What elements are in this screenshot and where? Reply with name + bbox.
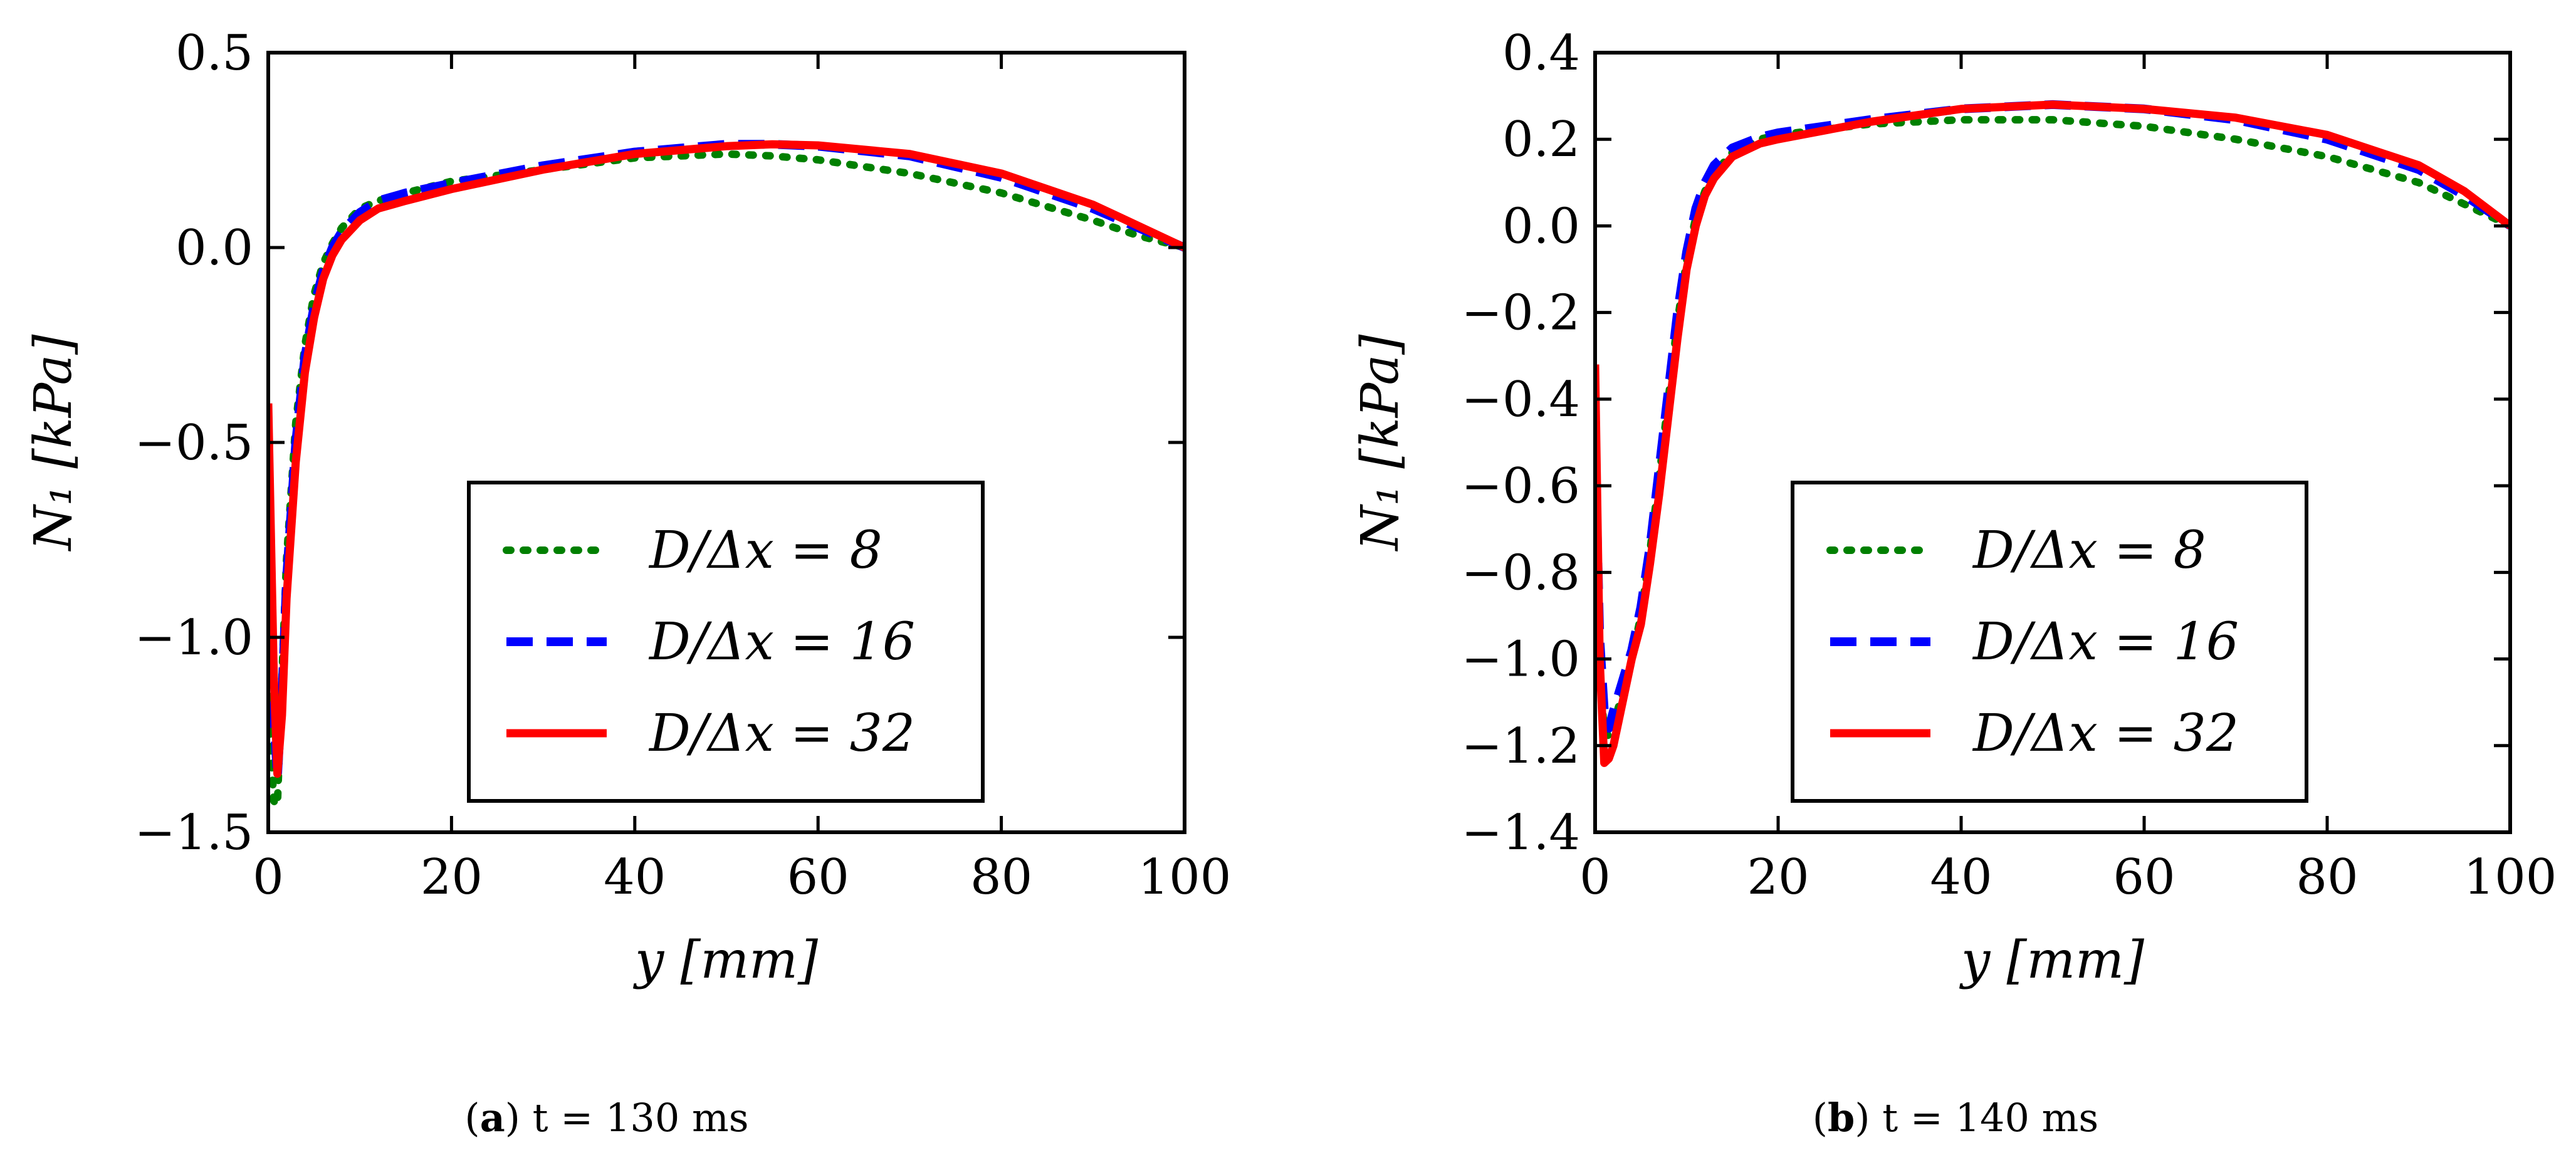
x-tick-label: 100 <box>2464 849 2557 906</box>
x-tick-label: 20 <box>421 849 483 906</box>
y-axis-label: N₁ [kPa] <box>1351 334 1410 552</box>
x-axis-label: y [mm] <box>632 931 819 990</box>
legend-label-1: D/Δx = 16 <box>648 612 915 672</box>
plot-frame <box>1593 51 2512 834</box>
x-tick-label: 0 <box>253 849 284 906</box>
y-tick-label: −1.5 <box>135 805 253 861</box>
caption: (a) t = 130 ms <box>464 1095 748 1141</box>
y-tick-label: 0.2 <box>1502 112 1580 168</box>
x-axis-label: y [mm] <box>1959 931 2145 990</box>
y-tick-label: 0.0 <box>175 220 253 276</box>
y-tick-label: −1.0 <box>1462 632 1580 688</box>
series-line-2 <box>268 140 1185 778</box>
y-tick-label: 0.5 <box>175 25 253 81</box>
caption-letter: b <box>1828 1095 1855 1141</box>
caption: (b) t = 140 ms <box>1813 1095 2098 1141</box>
y-tick-label: −0.6 <box>1462 458 1580 515</box>
y-tick-label: −0.2 <box>1462 285 1580 342</box>
x-tick-label: 60 <box>2113 849 2175 906</box>
x-tick-label: 0 <box>1579 849 1611 906</box>
y-tick-label: 0.4 <box>1502 25 1580 81</box>
y-tick-label: −0.8 <box>1462 545 1580 601</box>
legend: D/Δx = 8 D/Δx = 16 D/Δx = 32 <box>1791 481 2308 803</box>
legend-label-1: D/Δx = 16 <box>1972 612 2239 672</box>
chart-a: 0 20 40 60 80 100 −1.5 −1.0 −0.5 0.0 0.5 y [mm] N₁ [… <box>24 25 1231 1141</box>
legend-label-2: D/Δx = 32 <box>1972 704 2239 763</box>
x-tick-label: 100 <box>1138 849 1232 906</box>
x-tick-label: 20 <box>1747 849 1809 906</box>
x-tick-label: 80 <box>970 849 1032 906</box>
x-tick-label: 60 <box>787 849 849 906</box>
legend: D/Δx = 8 D/Δx = 16 D/Δx = 32 <box>467 481 985 803</box>
caption-letter: a <box>480 1095 505 1141</box>
y-tick-label: −0.4 <box>1462 372 1580 428</box>
caption-time: t = 130 ms <box>533 1095 749 1141</box>
legend-label-0: D/Δx = 8 <box>1972 521 2206 580</box>
y-axis-label: N₁ [kPa] <box>24 334 83 552</box>
y-tick-label: −1.4 <box>1462 805 1580 861</box>
caption-time: t = 140 ms <box>1882 1095 2098 1141</box>
legend-label-0: D/Δx = 8 <box>648 521 882 580</box>
chart-b: 0 20 40 60 80 100 −1.4 −1.2 −1.0 −0.8 −0.6 −0.4 −0.2… <box>1351 25 2557 1141</box>
x-tick-label: 80 <box>2296 849 2358 906</box>
x-tick-label: 40 <box>1930 849 1992 906</box>
y-tick-label: −1.2 <box>1462 718 1580 775</box>
series-line-2 <box>1595 100 2510 767</box>
y-tick-label: −0.5 <box>135 415 253 471</box>
legend-label-2: D/Δx = 32 <box>648 704 915 763</box>
x-tick-label: 40 <box>604 849 666 906</box>
y-tick-label: 0.0 <box>1502 198 1580 254</box>
y-tick-label: −1.0 <box>135 610 253 666</box>
